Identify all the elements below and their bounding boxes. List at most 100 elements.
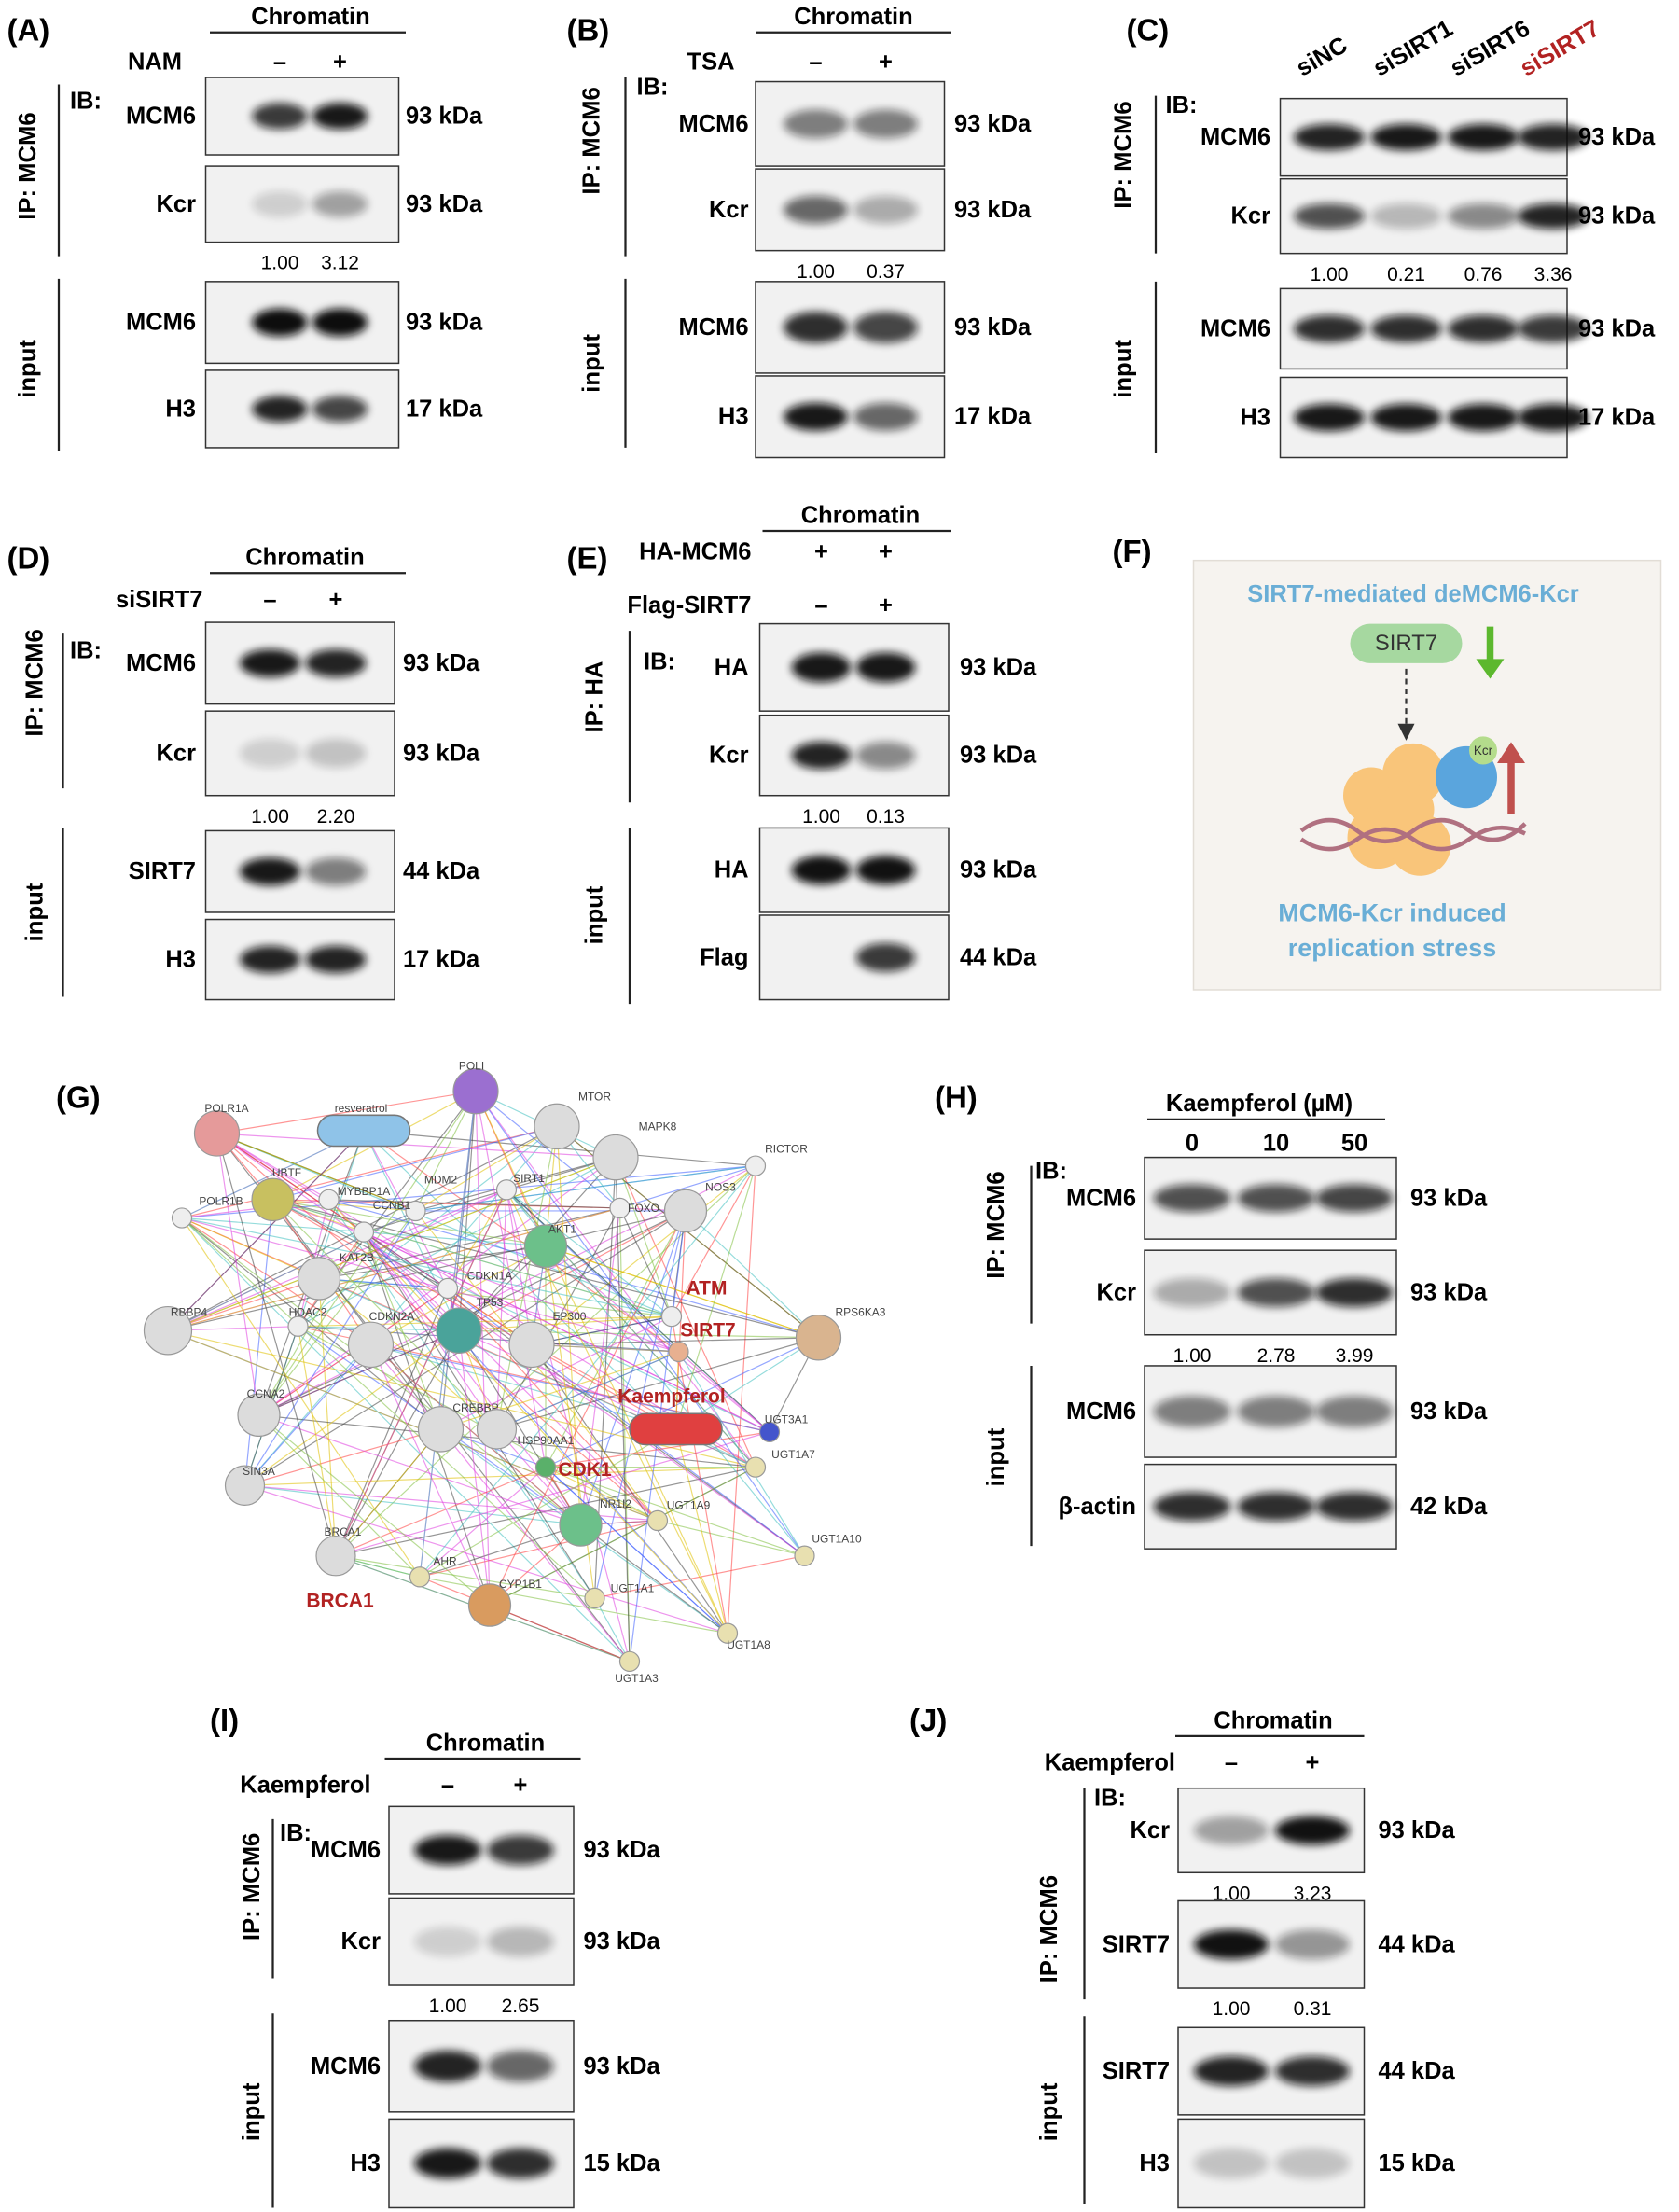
protein-label: MCM6 [311,2053,381,2080]
band [791,742,852,770]
network-edge [244,1428,441,1486]
section-label: IP: MCM6 [239,1833,265,1941]
network-node [495,1179,518,1201]
condition-label: TSA [687,49,735,75]
band [1370,314,1442,343]
network-node [668,1341,689,1363]
protein-label: MCM6 [126,650,196,676]
network-node [592,1134,639,1181]
band [252,103,308,130]
node-label: MAPK8 [639,1120,677,1133]
condition-mark: + [1306,1750,1320,1776]
network-edge [244,1467,756,1486]
network-edge [475,1091,805,1557]
size-label: 44 kDa [1379,2058,1456,2084]
band [312,190,368,217]
network-edge [506,1189,673,1317]
lane-label: siNC [1292,32,1352,82]
network-edge [369,1344,491,1606]
network-edge [318,1278,337,1556]
dna [1299,818,1527,843]
size-label: 93 kDa [954,111,1032,137]
network-node [646,1509,669,1532]
network-node [467,1583,512,1627]
network-node [193,1110,241,1157]
lane-label: siSIRT1 [1369,15,1458,81]
node-label: AHR [433,1555,457,1568]
network-node [534,1103,580,1150]
network-edge [258,1414,491,1606]
protein-label: MCM6 [1066,1185,1136,1211]
network-edge [181,1217,371,1345]
dna [1299,825,1527,852]
band [414,1835,481,1866]
band [1315,1184,1394,1213]
network-edge [495,1126,558,1429]
network-edge [415,1157,617,1212]
quant-value: 1.00 [797,261,835,283]
network-edge [475,1091,547,1468]
network-edge [685,1210,819,1339]
header: Chromatin [245,545,364,571]
header: Chromatin [251,4,369,30]
band [1518,403,1589,432]
band [305,857,367,886]
node-label: UGT3A1 [765,1412,809,1426]
protein-label: β-actin [1058,1494,1136,1520]
network-edge [370,1343,676,1430]
quant-value: 1.00 [802,806,840,828]
network-edge [495,1189,507,1429]
network-edge [440,1351,679,1430]
band [240,945,300,974]
network-node [584,1587,605,1609]
protein-label: SIRT7 [129,858,196,884]
size-label: 93 kDa [960,654,1037,680]
lane-label: 10 [1263,1130,1289,1156]
protein-label: H3 [165,396,196,422]
network-edge [272,1199,449,1289]
band [252,308,308,337]
node-label: CDKN2A [369,1310,415,1323]
size-label: 15 kDa [1379,2150,1456,2177]
size-label: 93 kDa [1410,1398,1488,1425]
protein-label: Kcr [157,740,197,766]
condition-label: siSIRT7 [116,587,202,613]
network-edge [593,1210,687,1599]
node-label: UGT1A8 [727,1638,770,1651]
condition-label: HA-MCM6 [639,539,751,565]
network-edge [671,1165,756,1317]
network-edge [363,1231,728,1635]
network-edge [678,1351,770,1433]
network-edge [318,1245,547,1279]
band [240,648,300,677]
network-node [794,1545,815,1566]
quant-value: 3.99 [1336,1345,1374,1367]
network-edge [489,1467,756,1607]
network-edge [556,1126,582,1525]
network-edge [335,1467,547,1557]
network-edge [181,1217,595,1599]
protein-label: MCM6 [678,314,748,341]
condition-mark: + [814,539,828,565]
ib-label: IB: [637,75,669,101]
node-label: resveratrol [335,1102,388,1115]
node-label: SIN3A [243,1465,275,1478]
sirt7-label: SIRT7 [1375,631,1438,656]
header: Chromatin [426,1730,545,1756]
network-edge [244,1329,460,1486]
condition-mark: – [273,49,286,75]
protein-label: MCM6 [126,310,196,336]
network-edge [419,1576,631,1662]
node-label: CDKN1A [467,1269,513,1282]
size-label: 93 kDa [403,740,480,766]
band [1448,403,1519,432]
header: Chromatin [801,502,920,528]
band [487,1927,554,1957]
band [855,856,916,885]
node-label: RICTOR [765,1143,808,1156]
band [1370,403,1442,432]
band [1193,1929,1270,1960]
band [305,648,367,677]
network-edge [496,1351,679,1430]
network-edge [370,1343,581,1525]
